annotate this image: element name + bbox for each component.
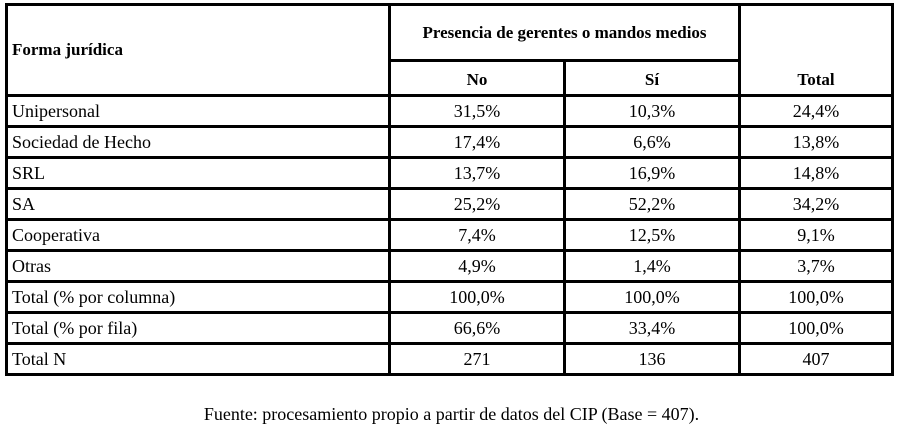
table-row: SRL 13,7% 16,9% 14,8% (5, 156, 895, 190)
forma-juridica-table: Forma jurídica Presencia de gerentes o m… (5, 3, 895, 376)
cell-total: 34,2% (738, 187, 895, 221)
table-row: Cooperativa 7,4% 12,5% 9,1% (5, 218, 895, 252)
row-label: Otras (5, 249, 391, 283)
cell-no: 66,6% (388, 311, 566, 345)
cell-total: 3,7% (738, 249, 895, 283)
cell-si: 136 (562, 342, 742, 376)
table-row: Sociedad de Hecho 17,4% 6,6% 13,8% (5, 125, 895, 159)
header-group: Presencia de gerentes o mandos medios (387, 3, 742, 62)
cell-total: 14,8% (738, 156, 895, 190)
table-row: Otras 4,9% 1,4% 3,7% (5, 249, 895, 283)
row-label: Sociedad de Hecho (5, 125, 391, 159)
row-label: Total (% por columna) (5, 280, 391, 314)
cell-total: 100,0% (738, 280, 895, 314)
cell-no: 4,9% (388, 249, 566, 283)
cell-si: 100,0% (562, 280, 742, 314)
table-row: Total N 271 136 407 (5, 342, 895, 376)
row-label: SRL (5, 156, 391, 190)
cell-si: 6,6% (562, 125, 742, 159)
row-label: Unipersonal (5, 94, 391, 128)
source-caption: Fuente: procesamiento propio a partir de… (203, 404, 700, 424)
row-label: Cooperativa (5, 218, 391, 252)
cell-no: 271 (388, 342, 566, 376)
cell-total: 24,4% (738, 94, 895, 128)
row-label: Total (% por fila) (5, 311, 391, 345)
cell-si: 10,3% (562, 94, 742, 128)
table-row: Total (% por columna) 100,0% 100,0% 100,0% (5, 280, 895, 314)
table-row: Total (% por fila) 66,6% 33,4% 100,0% (5, 311, 895, 345)
cell-si: 1,4% (562, 249, 742, 283)
cell-no: 7,4% (388, 218, 566, 252)
cell-si: 33,4% (562, 311, 742, 345)
header-no: No (388, 59, 566, 97)
header-forma-juridica: Forma jurídica (5, 3, 391, 97)
row-label: Total N (5, 342, 391, 376)
cell-no: 17,4% (388, 125, 566, 159)
cell-si: 52,2% (562, 187, 742, 221)
cell-si: 12,5% (562, 218, 742, 252)
cell-no: 31,5% (388, 94, 566, 128)
subheader-row: No Sí (7, 59, 893, 97)
row-label: SA (5, 187, 391, 221)
header-si: Sí (562, 59, 742, 97)
cell-total: 13,8% (738, 125, 895, 159)
table-row: SA 25,2% 52,2% 34,2% (5, 187, 895, 221)
cell-total: 407 (738, 342, 895, 376)
cell-total: 100,0% (738, 311, 895, 345)
header-row: Forma jurídica Presencia de gerentes o m… (5, 3, 895, 97)
header-total: Total (738, 3, 895, 97)
table-row: Unipersonal 31,5% 10,3% 24,4% (5, 94, 895, 128)
cell-no: 100,0% (388, 280, 566, 314)
cell-no: 25,2% (388, 187, 566, 221)
cell-no: 13,7% (388, 156, 566, 190)
cell-total: 9,1% (738, 218, 895, 252)
cell-si: 16,9% (562, 156, 742, 190)
